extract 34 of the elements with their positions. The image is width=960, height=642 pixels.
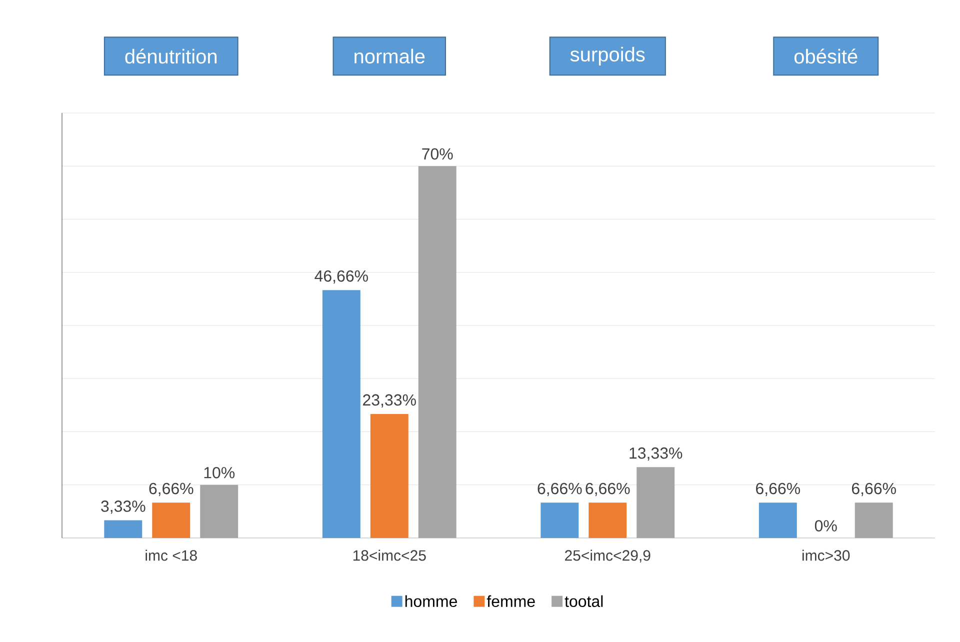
legend-label: homme (405, 595, 457, 608)
bar (636, 467, 675, 538)
bar (152, 502, 190, 538)
data-label: 6,66% (756, 482, 800, 496)
data-label: 46,66% (314, 270, 368, 284)
legend-label: femme (486, 595, 535, 608)
bar (540, 502, 579, 538)
bar (588, 502, 627, 538)
bar (370, 414, 408, 538)
data-label: 6,66% (852, 482, 896, 496)
text: surpoids (570, 46, 645, 66)
bar (322, 290, 360, 538)
bar (200, 484, 238, 538)
data-label: 13,33% (630, 447, 682, 461)
data-label: 3,33% (101, 500, 146, 514)
bar (854, 502, 893, 538)
x-tick-label: imc>30 (802, 550, 850, 561)
x-tick-label: imc <18 (146, 550, 197, 561)
bar (104, 520, 142, 538)
x-tick-label: 18<imc<25 (353, 550, 426, 561)
text: normale (354, 48, 425, 64)
data-label: 6,66% (538, 482, 582, 496)
data-label: 6,66% (586, 482, 630, 496)
data-label: 0% (814, 520, 837, 532)
data-label: 23,33% (363, 394, 416, 408)
text: obésité (794, 48, 858, 64)
legend-label: tootal (564, 595, 603, 608)
text: dénutrition (125, 48, 217, 64)
x-tick-label: 25<imc<29,9 (565, 550, 650, 563)
bar (758, 502, 797, 538)
data-label: 10% (204, 467, 235, 478)
bar (418, 166, 456, 538)
data-label: 70% (422, 148, 453, 160)
data-label: 6,66% (149, 482, 194, 496)
